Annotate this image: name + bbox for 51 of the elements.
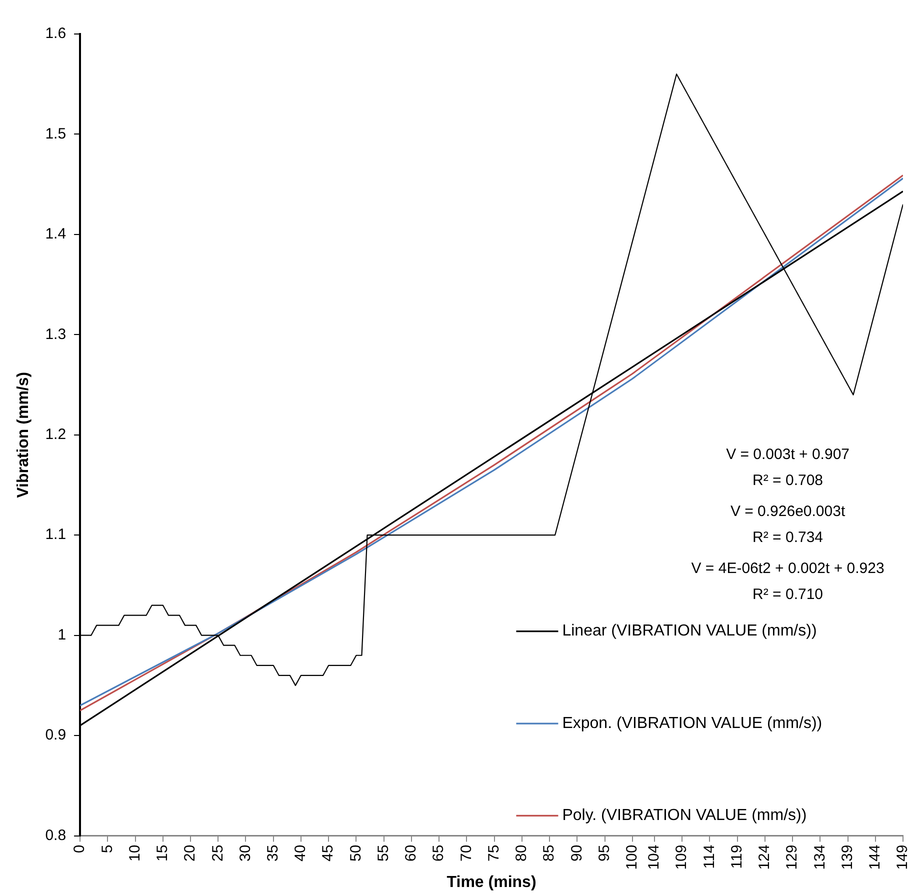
x-tick-label: 124 bbox=[756, 844, 774, 870]
x-tick-label: 149 bbox=[894, 844, 912, 870]
x-tick-label: 50 bbox=[347, 844, 364, 862]
y-tick-label: 0.8 bbox=[45, 826, 66, 844]
annotation: V = 0.926e0.003t bbox=[730, 503, 846, 520]
x-tick-label: 70 bbox=[458, 844, 475, 862]
y-tick-label: 1.6 bbox=[45, 25, 66, 42]
x-tick-label: 25 bbox=[209, 844, 226, 862]
legend-label: Poly. (VIBRATION VALUE (mm/s)) bbox=[562, 807, 807, 824]
x-tick-label: 104 bbox=[646, 844, 663, 870]
x-tick-label: 30 bbox=[236, 844, 254, 862]
annotation: R² = 0.710 bbox=[752, 586, 824, 604]
x-tick-label: 35 bbox=[264, 844, 282, 862]
x-tick-label: 10 bbox=[126, 844, 144, 862]
x-tick-label: 20 bbox=[182, 844, 199, 862]
x-tick-label: 40 bbox=[292, 844, 310, 862]
x-tick-label: 15 bbox=[154, 844, 172, 862]
x-axis-title: Time (mins) bbox=[446, 874, 536, 891]
x-tick-label: 144 bbox=[866, 844, 884, 870]
x-tick-label: 55 bbox=[374, 844, 392, 862]
annotation: R² = 0.708 bbox=[752, 472, 824, 490]
x-tick-label: 75 bbox=[485, 844, 502, 862]
x-tick-label: 139 bbox=[838, 844, 856, 870]
x-tick-label: 0 bbox=[71, 844, 88, 854]
x-tick-label: 100 bbox=[624, 844, 641, 870]
x-tick-label: 45 bbox=[320, 844, 337, 862]
x-tick-label: 65 bbox=[430, 844, 448, 862]
x-tick-label: 109 bbox=[673, 844, 690, 870]
y-tick-label: 0.9 bbox=[45, 726, 66, 744]
annotation: V = 4E-06t2 + 0.002t + 0.923 bbox=[691, 560, 884, 578]
x-tick-label: 119 bbox=[728, 844, 746, 869]
x-tick-label: 134 bbox=[811, 844, 828, 870]
y-tick-label: 1.5 bbox=[45, 125, 66, 142]
x-tick-label: 60 bbox=[402, 844, 420, 862]
legend-label: Linear (VIBRATION VALUE (mm/s)) bbox=[562, 622, 817, 640]
x-tick-label: 129 bbox=[784, 844, 801, 870]
annotation: R² = 0.734 bbox=[752, 529, 824, 546]
annotation: V = 0.003t + 0.907 bbox=[726, 446, 850, 464]
legend-label: Expon. (VIBRATION VALUE (mm/s)) bbox=[562, 714, 822, 732]
x-tick-label: 90 bbox=[568, 844, 586, 862]
x-tick-label: 80 bbox=[513, 844, 530, 862]
x-tick-label: 85 bbox=[540, 844, 558, 862]
y-axis-title: Vibration (mm/s) bbox=[15, 372, 32, 498]
x-tick-label: 5 bbox=[98, 844, 116, 854]
x-tick-label: 95 bbox=[596, 844, 613, 862]
x-tick-label: 114 bbox=[700, 844, 718, 869]
y-tick-label: 1.3 bbox=[45, 326, 66, 343]
y-tick-label: 1 bbox=[58, 626, 66, 644]
y-tick-label: 1.1 bbox=[45, 526, 66, 544]
y-tick-label: 1.2 bbox=[45, 426, 66, 444]
y-tick-label: 1.4 bbox=[45, 226, 66, 243]
